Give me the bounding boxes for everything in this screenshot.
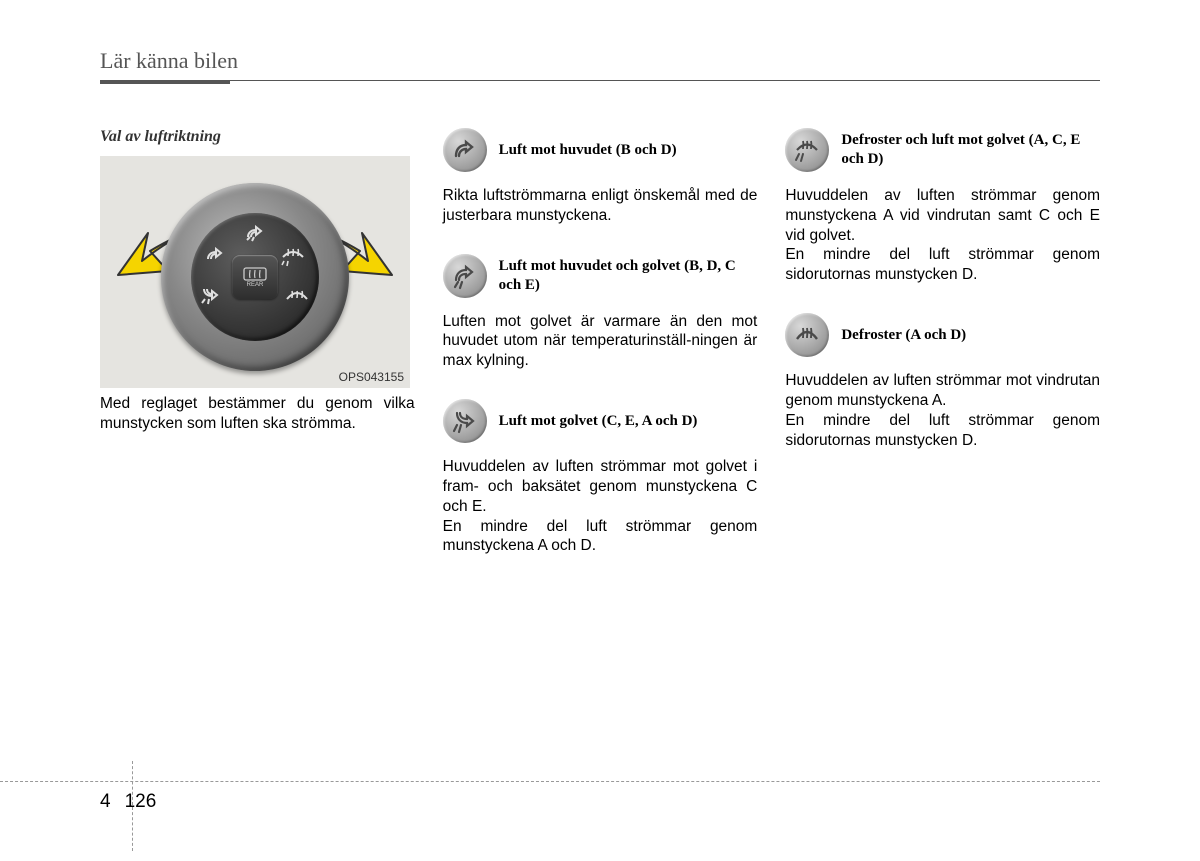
mode-label: Luft mot huvudet och golvet (B, D, C och…	[499, 257, 758, 295]
face-level-icon	[443, 128, 487, 172]
mode-text: Luften mot golvet är varmare än den mot …	[443, 312, 758, 371]
face-mini-icon	[205, 243, 229, 267]
defrost-mini-icon	[283, 283, 311, 307]
page-title: Lär känna bilen	[100, 48, 1100, 80]
defrost-icon	[785, 313, 829, 357]
floor-defrost-mini-icon	[279, 243, 307, 267]
floor-level-icon	[443, 399, 487, 443]
mode-label: Luft mot golvet (C, E, A och D)	[499, 412, 698, 431]
rear-label: REAR	[247, 282, 264, 288]
dial-figure: REAR OPS043155	[100, 156, 410, 388]
mode-label: Defroster (A och D)	[841, 326, 966, 345]
page-number: 126	[125, 791, 157, 813]
header-rule	[100, 80, 1100, 84]
rear-defrost-button: REAR	[232, 255, 278, 299]
bilevel-mini-icon	[243, 219, 267, 243]
mode-label: Defroster och luft mot golvet (A, C, E o…	[841, 131, 1100, 169]
mode-text: En mindre del luft strömmar genom munsty…	[443, 517, 758, 557]
mode-text: Huvuddelen av luften strömmar mot golvet…	[443, 457, 758, 516]
mode-text: Rikta luftströmmarna enligt önskemål med…	[443, 186, 758, 226]
mode-text: Huvuddelen av luften strömmar mot vindru…	[785, 371, 1100, 411]
section-heading: Val av luftriktning	[100, 128, 415, 146]
mode-text: En mindre del luft strömmar genom sidoru…	[785, 245, 1100, 285]
figure-code: OPS043155	[339, 370, 404, 384]
page-footer: 4 126	[0, 781, 1200, 821]
floor-mini-icon	[199, 283, 223, 307]
mode-text: En mindre del luft strömmar genom sidoru…	[785, 411, 1100, 451]
bilevel-icon	[443, 254, 487, 298]
floor-defrost-icon	[785, 128, 829, 172]
mode-text: Huvuddelen av luften strömmar genom muns…	[785, 186, 1100, 245]
mode-label: Luft mot huvudet (B och D)	[499, 141, 677, 160]
figure-caption: Med reglaget bestämmer du genom vilka mu…	[100, 394, 415, 434]
chapter-number: 4	[100, 791, 111, 813]
